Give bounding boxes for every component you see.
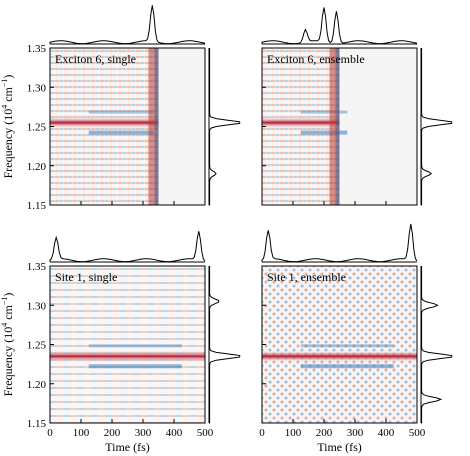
panel-title: Site 1, single	[55, 270, 117, 284]
heatmap-dominant-band	[262, 116, 340, 129]
panel-title: Site 1, ensemble	[267, 270, 346, 284]
y-axis-label-unit: cm	[1, 304, 15, 322]
heatmap-fringes	[50, 266, 205, 423]
heatmap-blue-lobe	[300, 130, 348, 135]
y-axis-label-close: )	[1, 75, 15, 79]
heatmap-cutoff-edge	[148, 48, 159, 205]
x-axis-label: Time (fs)	[317, 440, 362, 454]
x-tick-label: 500	[197, 427, 214, 439]
y-axis-label: Frequency (104 cm−1)	[0, 75, 15, 179]
y-tick-label: 1.35	[27, 43, 47, 55]
heatmap-dominant-band	[262, 350, 417, 363]
y-axis-label-text: Frequency (10	[1, 109, 15, 179]
x-tick-label: 300	[347, 427, 364, 439]
side-projection-curve	[421, 48, 453, 206]
panel-title: Exciton 6, ensemble	[267, 52, 365, 66]
y-axis-label-unit: cm	[1, 86, 15, 104]
x-tick-label: 500	[409, 427, 426, 439]
heatmap-blue-lobe	[88, 110, 154, 114]
heatmap-cutoff-edge	[154, 48, 159, 205]
y-tick-label: 1.25	[27, 340, 47, 352]
y-axis-label-sup: 4	[0, 105, 9, 109]
x-tick-label: 300	[135, 427, 152, 439]
heatmap-dominant-band	[50, 350, 205, 363]
y-tick-label: 1.30	[27, 82, 47, 94]
panel-1: Exciton 6, single 1.15 1.20 1.25 1.30 1.35 Fre…	[0, 5, 241, 212]
top-projection-curve	[261, 223, 418, 263]
y-axis-label-unit-sup: −1	[0, 79, 9, 88]
heatmap-dominant-band	[50, 116, 159, 129]
side-projection-curve	[209, 48, 241, 206]
y-tick-label: 1.20	[27, 379, 47, 391]
x-axis-label: Time (fs)	[105, 440, 150, 454]
panel-3: Site 1, single 1.15 1.20 1.25 1.30 1.35 0 100 20…	[0, 231, 241, 454]
y-tick-label: 1.15	[27, 200, 47, 212]
panel-2: Exciton 6, ensemble	[261, 7, 453, 206]
x-tick-label: 100	[73, 427, 90, 439]
heatmap-blue-lobe	[300, 110, 348, 114]
heatmap-blue-lobe	[88, 364, 182, 369]
panel-title: Exciton 6, single	[55, 52, 136, 66]
side-projection-curve	[209, 266, 241, 424]
top-projection-curve	[49, 231, 206, 263]
side-projection-curve	[421, 266, 453, 424]
x-tick-label: 0	[259, 427, 265, 439]
panel-4: Site 1, ensemble 0 100 200 300 400 500 Time (fs…	[259, 223, 453, 454]
heatmap-blue-lobe	[88, 344, 182, 348]
x-tick-label: 200	[316, 427, 333, 439]
heatmap-blue-lobe	[300, 344, 394, 348]
x-tick-label: 0	[47, 427, 53, 439]
x-tick-label: 400	[378, 427, 395, 439]
y-axis-label-close: )	[1, 293, 15, 297]
top-projection-curve	[261, 7, 418, 45]
heatmap-cutoff-edge	[335, 48, 340, 205]
heatmap-cutoff-edge	[329, 48, 340, 205]
x-tick-label: 100	[285, 427, 302, 439]
y-axis-label-text: Frequency (10	[1, 327, 15, 397]
y-tick-label: 1.30	[27, 300, 47, 312]
y-axis-label-sup: 4	[0, 323, 9, 327]
heatmap-fringes	[262, 266, 417, 423]
y-axis-label: Frequency (104 cm−1)	[0, 293, 15, 397]
y-tick-label: 1.15	[27, 418, 47, 430]
y-tick-label: 1.25	[27, 122, 47, 134]
x-tick-label: 400	[166, 427, 183, 439]
y-tick-label: 1.35	[27, 261, 47, 273]
top-projection-curve	[49, 5, 206, 45]
y-axis-label-unit-sup: −1	[0, 297, 9, 306]
y-tick-label: 1.20	[27, 161, 47, 173]
heatmap-blue-lobe	[88, 130, 154, 135]
heatmap-blue-lobe	[300, 364, 394, 369]
x-tick-label: 200	[104, 427, 121, 439]
